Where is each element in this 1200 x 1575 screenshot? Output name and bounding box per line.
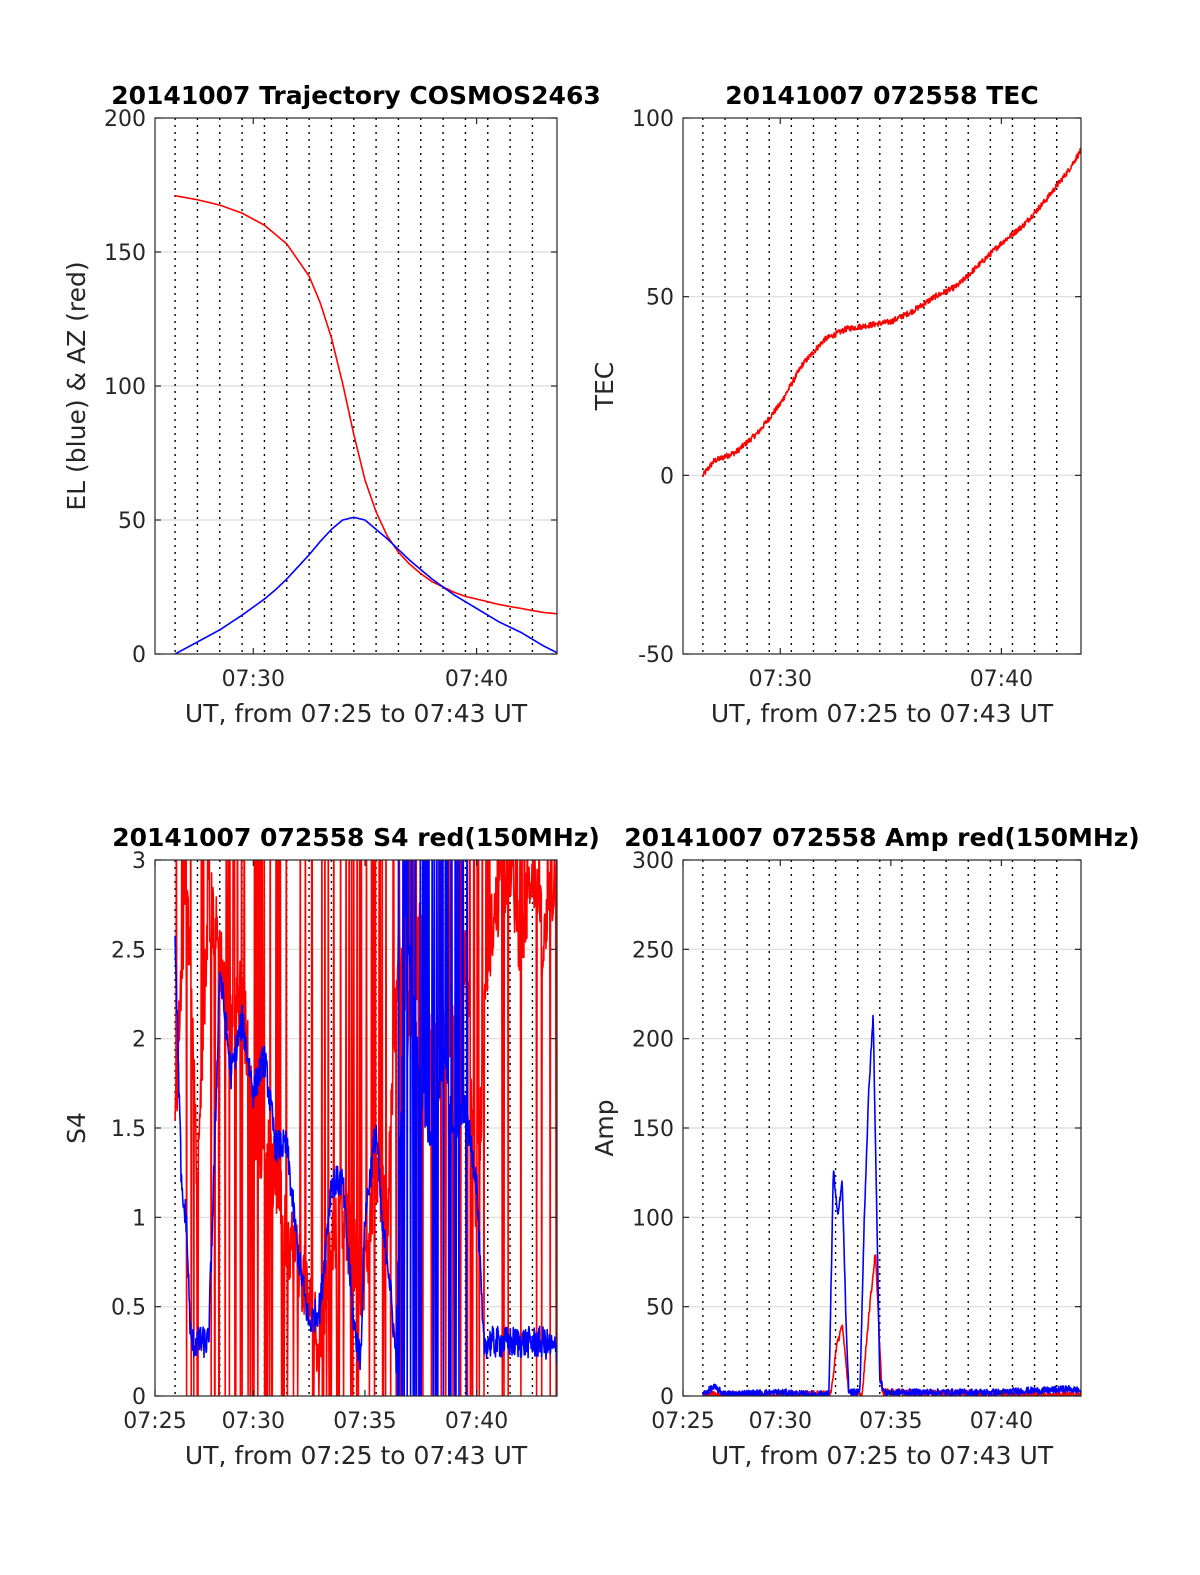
tec-series-0 (702, 147, 1081, 477)
trajectory-ytick-label-2: 100 (104, 375, 146, 400)
s4-ytick-label-4: 2 (132, 1028, 146, 1053)
s4-xlabel: UT, from 07:25 to 07:43 UT (185, 1441, 528, 1470)
s4-ytick-label-2: 1 (132, 1206, 146, 1231)
trajectory-ylabel: EL (blue) & AZ (red) (62, 261, 91, 510)
amp-ytick-label-1: 50 (646, 1296, 674, 1321)
amp-xtick-label-1: 07:30 (749, 1409, 812, 1434)
subplot-amp: 0 50 100 150 200 250 300 07:25 07:30 07:35 07:40 20… (590, 823, 1140, 1470)
tec-xlabel: UT, from 07:25 to 07:43 UT (711, 699, 1054, 728)
s4-ytick-label-0: 0 (132, 1385, 146, 1410)
amp-xtick-label-2: 07:35 (859, 1409, 922, 1434)
trajectory-ytick-label-1: 50 (118, 509, 146, 534)
tec-xtick-label-0: 07:30 (749, 667, 812, 692)
tec-xtick-label-1: 07:40 (970, 667, 1033, 692)
s4-series-0 (174, 860, 557, 1396)
tec-ytick-label-0: -50 (638, 643, 674, 668)
s4-xtick-label-3: 07:40 (445, 1409, 508, 1434)
s4-xtick-label-1: 07:30 (222, 1409, 285, 1434)
amp-ytick-label-5: 250 (632, 938, 674, 963)
amp-xtick-label-0: 07:25 (651, 1409, 714, 1434)
amp-series-0 (702, 1254, 1081, 1396)
tec-ytick-label-2: 50 (646, 286, 674, 311)
trajectory-xtick-label-0: 07:30 (222, 667, 285, 692)
amp-ytick-label-0: 0 (660, 1385, 674, 1410)
amp-ytick-label-3: 150 (632, 1117, 674, 1142)
amp-ylabel: Amp (590, 1099, 619, 1156)
tec-ytick-label-1: 0 (660, 464, 674, 489)
trajectory-ytick-label-3: 150 (104, 241, 146, 266)
s4-ylabel: S4 (62, 1112, 91, 1144)
amp-ytick-label-4: 200 (632, 1028, 674, 1053)
trajectory-xlabel: UT, from 07:25 to 07:43 UT (185, 699, 528, 728)
amp-ytick-label-2: 100 (632, 1206, 674, 1231)
trajectory-ytick-label-0: 0 (132, 643, 146, 668)
s4-ytick-label-3: 1.5 (111, 1117, 146, 1142)
tec-ytick-label-3: 100 (632, 107, 674, 132)
amp-series-1 (702, 1014, 1081, 1396)
tec-axes-frame (682, 117, 1082, 655)
s4-ytick-label-1: 0.5 (111, 1296, 146, 1321)
s4-xtick-label-0: 07:25 (123, 1409, 186, 1434)
s4-series-1 (174, 860, 557, 1396)
amp-ytick-label-6: 300 (632, 849, 674, 874)
trajectory-ytick-label-4: 200 (104, 107, 146, 132)
amp-title: 20141007 072558 Amp red(150MHz) (624, 823, 1140, 852)
trajectory-series-1 (174, 516, 557, 654)
trajectory-title: 20141007 Trajectory COSMOS2463 (111, 81, 601, 110)
tec-title: 20141007 072558 TEC (725, 81, 1038, 110)
s4-ytick-label-6: 3 (132, 849, 146, 874)
subplot-trajectory: 0 50 100 150 200 07:30 07:40 20141007 Trajector… (62, 81, 601, 728)
subplot-tec: -50 0 50 100 07:30 07:40 20141007 072558 TEC UT… (590, 81, 1082, 728)
trajectory-series-0 (174, 194, 557, 615)
s4-title: 20141007 072558 S4 red(150MHz) (112, 823, 600, 852)
s4-xtick-label-2: 07:35 (333, 1409, 396, 1434)
subplot-s4: 0 0.5 1 1.5 2 2.5 3 07:25 07:30 07:35 07:40 2014100… (62, 823, 600, 1470)
amp-xtick-label-3: 07:40 (970, 1409, 1033, 1434)
amp-xlabel: UT, from 07:25 to 07:43 UT (711, 1441, 1054, 1470)
tec-ylabel: TEC (590, 362, 619, 412)
s4-ytick-label-5: 2.5 (111, 938, 146, 963)
trajectory-xtick-label-1: 07:40 (445, 667, 508, 692)
